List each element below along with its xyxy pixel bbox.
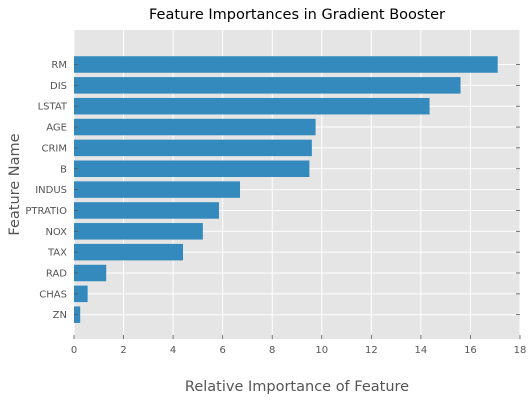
chart-title: Feature Importances in Gradient Booster: [149, 7, 445, 23]
y-tick-label: INDUS: [35, 185, 67, 196]
y-tick-label: LSTAT: [38, 102, 68, 113]
x-tick-label: 12: [365, 345, 378, 356]
bar-indus: [74, 181, 241, 198]
bar-rad: [74, 264, 107, 282]
y-tick-labels: RM DIS LSTAT AGE CRIM B INDUS PTRATIO NOX TAX RAD C…: [25, 60, 520, 321]
x-tick-label: 6: [219, 345, 225, 356]
bar-nox: [74, 223, 203, 240]
y-tick-label: RAD: [46, 269, 67, 280]
y-tick-label: CRIM: [41, 143, 67, 154]
y-tick-label: RM: [51, 60, 67, 71]
y-axis-label: Feature Name: [7, 133, 23, 235]
y-tick-label: CHAS: [39, 289, 67, 300]
x-tick-label: 18: [514, 345, 527, 356]
bars: [74, 56, 498, 323]
x-tick-label: 8: [269, 345, 275, 356]
bar-dis: [74, 77, 461, 94]
y-tick-label: NOX: [45, 227, 67, 238]
bar-lstat: [74, 97, 430, 115]
y-tick-label: B: [60, 164, 67, 175]
x-tick-label: 10: [315, 345, 328, 356]
x-axis-label: Relative Importance of Feature: [185, 379, 409, 395]
x-tick-label: 14: [415, 345, 428, 356]
y-tick-label: DIS: [50, 81, 67, 92]
y-tick-label: TAX: [47, 248, 67, 259]
x-tick-label: 2: [120, 345, 126, 356]
x-tick-label: 0: [71, 345, 77, 356]
bar-crim: [74, 139, 312, 157]
y-tick-label: PTRATIO: [25, 206, 67, 217]
bar-ptratio: [74, 202, 219, 219]
bar-b: [74, 160, 310, 177]
bar-age: [74, 118, 316, 136]
bar-rm: [74, 56, 498, 73]
x-tick-label: 4: [170, 345, 176, 356]
bar-chas: [74, 285, 88, 303]
y-tick-label: AGE: [46, 123, 67, 134]
x-tick-label: 16: [464, 345, 477, 356]
bar-tax: [74, 243, 184, 261]
x-tick-labels: 0 2 4 6 8 10 12 14 16 18: [71, 335, 527, 356]
y-tick-label: ZN: [53, 310, 67, 321]
